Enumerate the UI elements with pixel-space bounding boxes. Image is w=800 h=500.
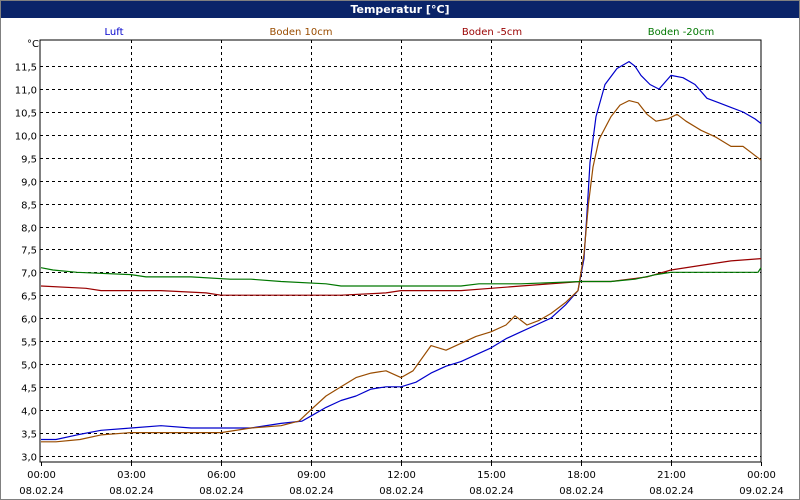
x-tick-time-label: 15:00 xyxy=(477,470,506,481)
y-axis-label: °C xyxy=(27,39,39,50)
series-line-2 xyxy=(41,100,762,443)
y-tick-label: 3,0 xyxy=(21,453,37,464)
y-tick-label: 11,0 xyxy=(15,86,37,97)
y-tick-label: 9,0 xyxy=(21,178,37,189)
legend-entry-4: Boden -20cm xyxy=(648,27,715,38)
x-tick-time-label: 18:00 xyxy=(567,470,596,481)
x-tick-time-label: 12:00 xyxy=(387,470,416,481)
y-tick-label: 9,5 xyxy=(21,155,37,166)
x-tick-date-label: 08.02.24 xyxy=(109,486,154,497)
x-tick-date-label: 08.02.24 xyxy=(559,486,604,497)
series-lines xyxy=(40,61,762,443)
y-tick-label: 4,5 xyxy=(21,384,37,395)
plot-area xyxy=(39,39,762,463)
legend-entry-3: Boden -5cm xyxy=(462,27,522,38)
x-tick-time-label: 06:00 xyxy=(207,470,236,481)
legend-entry-2: Boden 10cm xyxy=(270,27,333,38)
y-tick-label: 6,0 xyxy=(21,315,37,326)
legend-entry-1: Luft xyxy=(105,27,124,38)
y-tick-label: 4,0 xyxy=(21,407,37,418)
y-tick-label: 7,0 xyxy=(21,269,37,280)
legend: Luft Boden 10cm Boden -5cm Boden -20cm xyxy=(105,27,715,38)
grid xyxy=(40,40,761,462)
x-tick-time-label: 00:00 xyxy=(747,470,776,481)
y-tick-label: 8,0 xyxy=(21,224,37,235)
x-tick-date-label: 08.02.24 xyxy=(469,486,514,497)
y-tick-label: 3,5 xyxy=(21,430,37,441)
y-tick-label: 11,5 xyxy=(15,63,37,74)
y-tick-label: 5,0 xyxy=(21,361,37,372)
x-tick-time-label: 00:00 xyxy=(27,470,56,481)
x-tick-date-label: 09.02.24 xyxy=(739,486,784,497)
y-tick-label: 7,5 xyxy=(21,246,37,257)
x-tick-date-label: 08.02.24 xyxy=(199,486,244,497)
y-tick-label: 6,5 xyxy=(21,292,37,303)
series-line-4 xyxy=(40,267,762,287)
y-tick-label: 8,5 xyxy=(21,201,37,212)
chart-title: Temperatur [°C] xyxy=(1,1,799,18)
x-tick-time-label: 21:00 xyxy=(657,470,686,481)
axes: °C 3,0 3,5 4,0 4,5 5,0 5,5 6,0 6,5 7,0 7,5 8,0 8,5 9… xyxy=(15,39,784,497)
x-tick-time-label: 09:00 xyxy=(297,470,326,481)
x-tick-date-label: 08.02.24 xyxy=(379,486,424,497)
x-tick-date-label: 08.02.24 xyxy=(19,486,64,497)
x-tick-date-label: 08.02.24 xyxy=(289,486,334,497)
x-tick-date-label: 08.02.24 xyxy=(649,486,694,497)
y-tick-label: 10,5 xyxy=(15,109,37,120)
x-tick-time-label: 03:00 xyxy=(117,470,146,481)
series-line-3 xyxy=(40,258,762,296)
y-tick-label: 10,0 xyxy=(15,132,37,143)
y-tick-label: 5,5 xyxy=(21,338,37,349)
